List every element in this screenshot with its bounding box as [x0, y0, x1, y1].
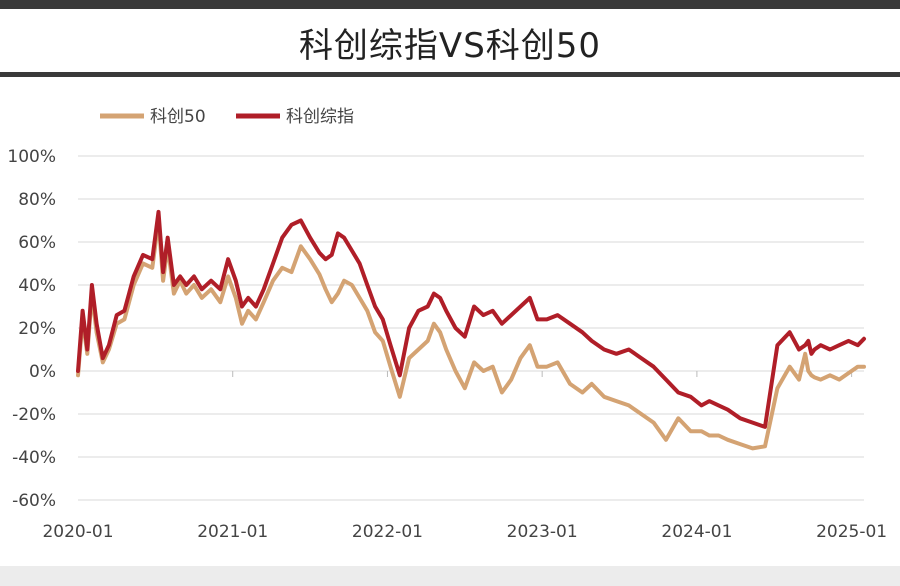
legend-label: 科创综指 — [286, 107, 354, 127]
series-line-1 — [76, 209, 866, 429]
bottom-bar — [0, 566, 900, 586]
x-tick-label: 2025-01 — [816, 522, 887, 542]
legend-label: 科创50 — [150, 107, 206, 127]
x-tick-label: 2021-01 — [197, 522, 268, 542]
legend: 科创50 科创综指 — [100, 107, 354, 127]
y-tick-label: 60% — [18, 233, 56, 253]
series-lines — [76, 209, 866, 451]
series-line-0 — [76, 218, 866, 451]
gridlines — [78, 155, 864, 501]
y-tick-label: 40% — [18, 276, 56, 296]
y-tick-label: -20% — [12, 405, 56, 425]
y-tick-label: 100% — [7, 147, 56, 167]
y-tick-label: -40% — [12, 448, 56, 468]
x-tick-label: 2022-01 — [352, 522, 423, 542]
top-bar — [0, 0, 900, 9]
x-tick-label: 2020-01 — [42, 522, 113, 542]
y-tick-label: 20% — [18, 319, 56, 339]
title-rule — [0, 72, 900, 77]
chart-title: 科创综指VS科创50 — [298, 26, 602, 66]
x-tick-label: 2023-01 — [507, 522, 578, 542]
y-axis-ticks: 100% 80% 60% 40% 20% 0% -20% -40% -60% — [7, 147, 56, 511]
x-axis-ticks: 2020-01 2021-01 2022-01 2023-01 2024-01 2025-… — [42, 371, 887, 542]
x-tick-label: 2024-01 — [661, 522, 732, 542]
y-tick-label: 80% — [18, 190, 56, 210]
y-tick-label: 0% — [29, 362, 56, 382]
y-tick-label: -60% — [12, 491, 56, 511]
